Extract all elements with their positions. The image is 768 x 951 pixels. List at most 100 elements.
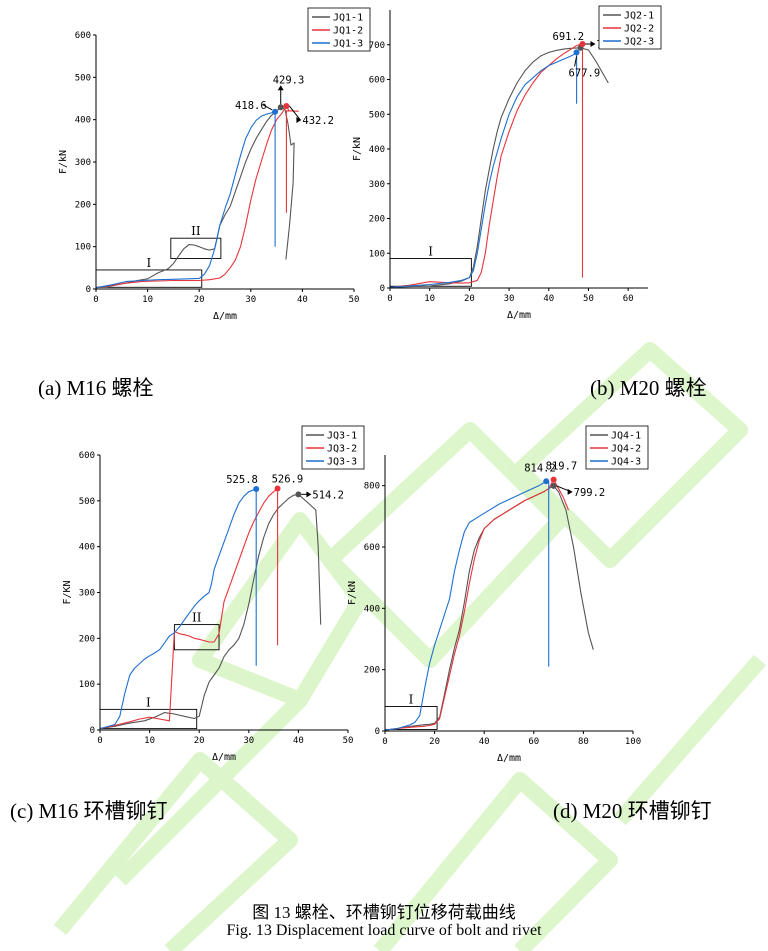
peak-marker: [550, 476, 557, 483]
y-tick-label: 200: [75, 200, 91, 210]
plot-area: I 691.2702.1677.9 0102030405060010020030…: [352, 5, 662, 321]
x-tick-label: 0: [382, 737, 387, 747]
x-tick-label: 30: [504, 294, 515, 304]
x-tick-label: 40: [543, 294, 554, 304]
x-tick-label: 100: [625, 737, 641, 747]
x-tick-label: 50: [343, 736, 354, 746]
peak-label: 814.2: [524, 462, 556, 474]
legend-label: JQ2-1: [624, 11, 654, 22]
peak-arrow: [262, 104, 273, 111]
y-tick-label: 0: [90, 726, 95, 736]
series-group: [384, 479, 594, 731]
series-group: [389, 43, 609, 288]
peak-label: 799.2: [574, 487, 606, 499]
y-axis-title: F/kN: [347, 581, 358, 605]
y-tick-label: 600: [369, 76, 385, 86]
peak-arrowhead: [277, 85, 284, 91]
peak-label: 677.9: [569, 67, 601, 79]
y-tick-label: 700: [369, 41, 385, 51]
annotation-box-label: II: [191, 224, 201, 238]
peak-markers: 525.8 526.9 514.2: [226, 474, 344, 502]
peak-arrowhead: [567, 488, 573, 495]
legend-label: JQ4-1: [611, 431, 641, 442]
peak-marker: [579, 41, 586, 48]
peak-label: 691.2: [553, 31, 585, 43]
y-axis-title: F/kN: [58, 150, 69, 174]
x-tick-label: 20: [194, 295, 205, 305]
y-axis-title: F/kN: [352, 137, 363, 161]
legend: JQ4-1 JQ4-2 JQ4-3: [585, 425, 649, 470]
peak-marker: [550, 482, 557, 489]
x-tick-label: 40: [293, 736, 304, 746]
legend: JQ3-1 JQ3-2 JQ3-3: [301, 425, 365, 470]
x-tick-label: 50: [349, 295, 360, 305]
series-group: [99, 487, 322, 730]
subcaption-c: (c) M16 环槽铆钉: [10, 799, 168, 823]
annotation-boxes: III: [95, 224, 222, 288]
legend-label: JQ3-1: [327, 431, 357, 442]
series-line-jq1-2: [95, 105, 299, 289]
peak-marker: [277, 104, 284, 111]
x-axis-title: Δ/mm: [507, 310, 531, 321]
y-tick-label: 400: [369, 145, 385, 155]
legend-label: JQ2-2: [624, 24, 654, 35]
x-tick-label: 0: [387, 294, 392, 304]
annotation-box-label: I: [147, 256, 152, 270]
series-line-jq4-1: [384, 485, 594, 731]
y-tick-label: 0: [86, 285, 91, 295]
series-line-jq4-2: [384, 479, 570, 731]
peak-marker: [295, 491, 302, 498]
peak-marker: [272, 108, 279, 115]
peak-marker: [253, 486, 260, 493]
peak-arrowhead: [590, 41, 596, 48]
legend-label: JQ3-2: [327, 444, 357, 455]
series-line-jq3-2: [99, 487, 279, 730]
y-axis-title: F/KN: [62, 580, 73, 604]
peak-marker: [274, 485, 281, 492]
legend-label: JQ4-3: [611, 457, 641, 468]
series-line-jq3-1: [99, 493, 322, 730]
y-tick-label: 200: [79, 634, 95, 644]
x-tick-label: 20: [429, 737, 440, 747]
peak-arrowhead: [296, 117, 302, 124]
peak-arrow: [289, 105, 301, 121]
x-tick-label: 20: [464, 294, 475, 304]
y-tick-label: 200: [364, 666, 380, 676]
x-tick-label: 30: [245, 295, 256, 305]
chart-panel-b: I 691.2702.1677.9 0102030405060010020030…: [352, 5, 662, 321]
peak-arrow: [574, 56, 578, 67]
legend-label: JQ1-2: [333, 26, 363, 37]
y-tick-label: 800: [364, 482, 380, 492]
x-tick-label: 30: [243, 736, 254, 746]
y-tick-label: 0: [375, 727, 380, 737]
subcaption-a: (a) M16 螺栓: [38, 376, 154, 400]
annotation-box: [170, 237, 222, 259]
legend-label: JQ1-1: [333, 13, 363, 24]
x-tick-label: 0: [93, 295, 98, 305]
annotation-box-label: I: [428, 244, 433, 258]
peak-marker: [543, 478, 550, 485]
y-tick-label: 100: [369, 249, 385, 259]
series-line-jq4-3: [384, 480, 550, 731]
legend: JQ2-1 JQ2-2 JQ2-3: [598, 5, 662, 50]
peak-label: 514.2: [312, 489, 344, 501]
y-tick-label: 400: [75, 116, 91, 126]
figure-title-cn: 图 13 螺栓、环槽铆钉位移荷载曲线: [252, 903, 516, 922]
subcaption-b: (b) M20 螺栓: [590, 376, 707, 400]
y-tick-label: 200: [369, 215, 385, 225]
peak-label: 819.7: [546, 461, 578, 473]
y-tick-label: 400: [364, 604, 380, 614]
peak-label: 418.6: [235, 100, 267, 112]
x-tick-label: 0: [97, 736, 102, 746]
annotation-box: [173, 624, 220, 651]
y-tick-label: 600: [75, 31, 91, 41]
y-tick-label: 300: [75, 158, 91, 168]
x-axis-title: Δ/mm: [212, 752, 236, 763]
